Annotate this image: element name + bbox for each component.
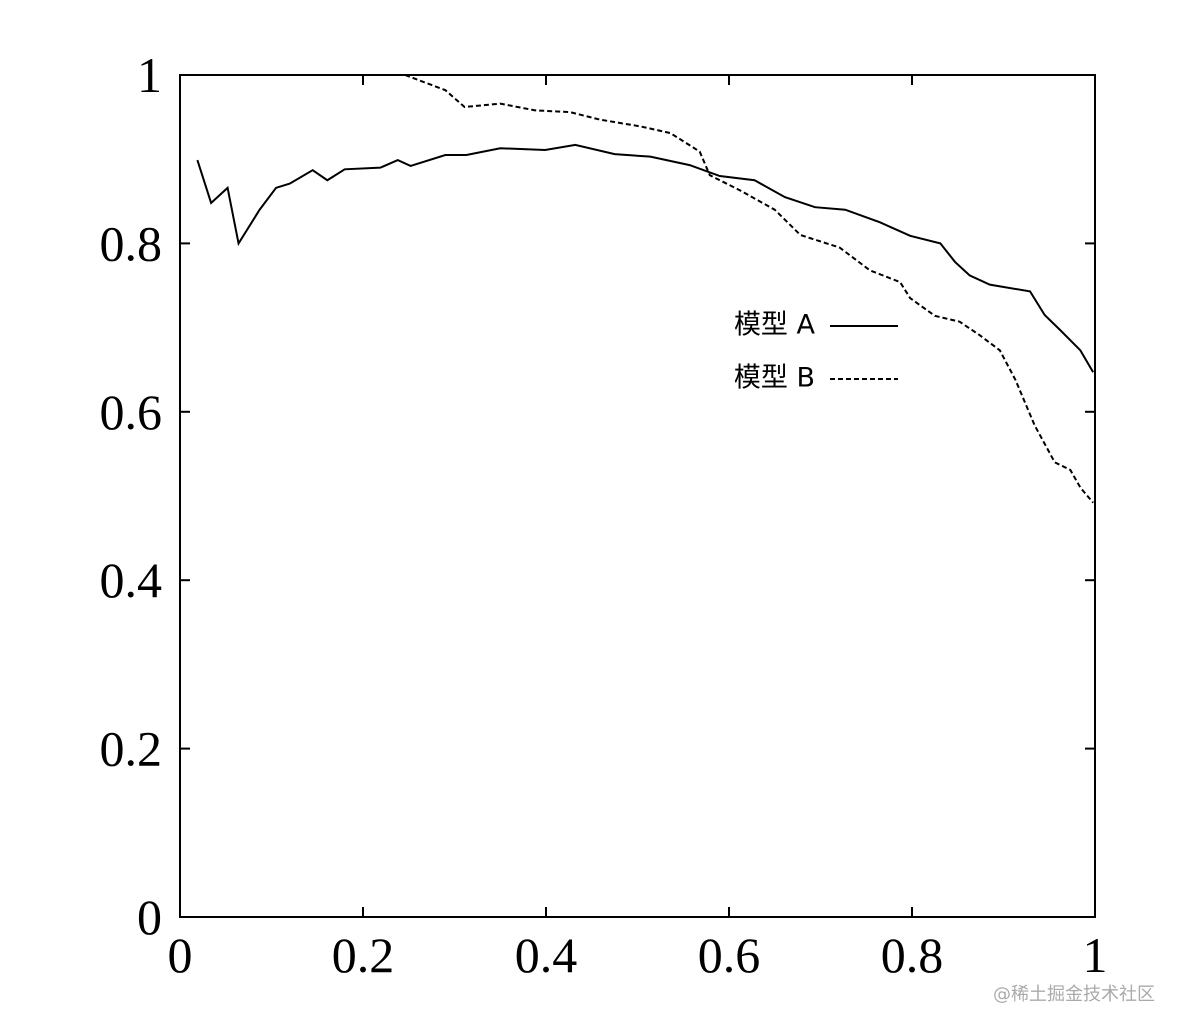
y-tick-label: 1 xyxy=(137,47,162,103)
x-tick-label: 0.6 xyxy=(698,927,761,983)
legend-label: 模型 A xyxy=(734,310,816,341)
legend-label: 模型 B xyxy=(734,363,815,394)
watermark: @稀土掘金技术社区 xyxy=(993,984,1155,1005)
x-tick-label: 0 xyxy=(168,927,193,983)
plot-frame xyxy=(179,74,1096,918)
x-tick-label: 0.2 xyxy=(332,927,395,983)
y-tick-label: 0.6 xyxy=(100,384,163,440)
line xyxy=(404,74,1094,504)
y-tick-label: 0.4 xyxy=(100,552,163,608)
y-tick-label: 0.2 xyxy=(100,721,163,777)
x-tick-label: 0.8 xyxy=(881,927,944,983)
line xyxy=(196,143,1095,373)
x-tick-label: 1 xyxy=(1083,927,1108,983)
y-tick-label: 0 xyxy=(137,889,162,945)
y-tick-label: 0.8 xyxy=(100,215,163,271)
x-tick-label: 0.4 xyxy=(515,927,578,983)
